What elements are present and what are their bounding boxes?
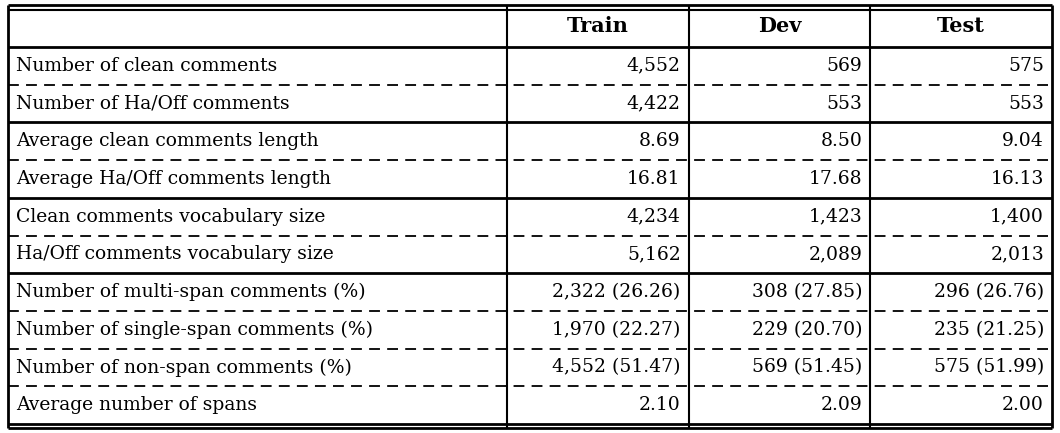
Text: 16.81: 16.81 [628, 170, 681, 188]
Text: Number of multi-span comments (%): Number of multi-span comments (%) [16, 283, 366, 301]
Text: Number of Ha/Off comments: Number of Ha/Off comments [16, 94, 289, 113]
Text: Number of non-span comments (%): Number of non-span comments (%) [16, 359, 352, 377]
Text: 1,970 (22.27): 1,970 (22.27) [552, 321, 681, 339]
Text: 9.04: 9.04 [1003, 132, 1044, 150]
Text: 2.00: 2.00 [1002, 396, 1044, 414]
Text: 553: 553 [1008, 94, 1044, 113]
Text: 2,089: 2,089 [809, 246, 863, 263]
Text: 575 (51.99): 575 (51.99) [934, 359, 1044, 376]
Text: 17.68: 17.68 [809, 170, 863, 188]
Text: 2,013: 2,013 [990, 246, 1044, 263]
Text: 569 (51.45): 569 (51.45) [753, 359, 863, 376]
Text: Average clean comments length: Average clean comments length [16, 132, 319, 150]
Text: 1,400: 1,400 [990, 208, 1044, 226]
Text: 4,552: 4,552 [626, 57, 681, 75]
Text: 8.50: 8.50 [820, 132, 863, 150]
Text: 569: 569 [827, 57, 863, 75]
Text: Number of single-span comments (%): Number of single-span comments (%) [16, 320, 373, 339]
Text: 2.10: 2.10 [639, 396, 681, 414]
Text: Average Ha/Off comments length: Average Ha/Off comments length [16, 170, 331, 188]
Text: 575: 575 [1008, 57, 1044, 75]
Text: 296 (26.76): 296 (26.76) [934, 283, 1044, 301]
Text: Average number of spans: Average number of spans [16, 396, 257, 414]
Text: 235 (21.25): 235 (21.25) [934, 321, 1044, 339]
Text: Train: Train [567, 16, 629, 36]
Text: Ha/Off comments vocabulary size: Ha/Off comments vocabulary size [16, 246, 334, 263]
Text: 4,552 (51.47): 4,552 (51.47) [552, 359, 681, 376]
Text: 2.09: 2.09 [820, 396, 863, 414]
Text: 229 (20.70): 229 (20.70) [752, 321, 863, 339]
Text: Test: Test [937, 16, 985, 36]
Text: 5,162: 5,162 [626, 246, 681, 263]
Text: 4,422: 4,422 [626, 94, 681, 113]
Text: 308 (27.85): 308 (27.85) [752, 283, 863, 301]
Text: Dev: Dev [758, 16, 801, 36]
Text: 1,423: 1,423 [809, 208, 863, 226]
Text: 2,322 (26.26): 2,322 (26.26) [552, 283, 681, 301]
Text: 8.69: 8.69 [639, 132, 681, 150]
Text: Clean comments vocabulary size: Clean comments vocabulary size [16, 208, 325, 226]
Text: 16.13: 16.13 [991, 170, 1044, 188]
Text: 553: 553 [827, 94, 863, 113]
Text: Number of clean comments: Number of clean comments [16, 57, 278, 75]
Text: 4,234: 4,234 [626, 208, 681, 226]
